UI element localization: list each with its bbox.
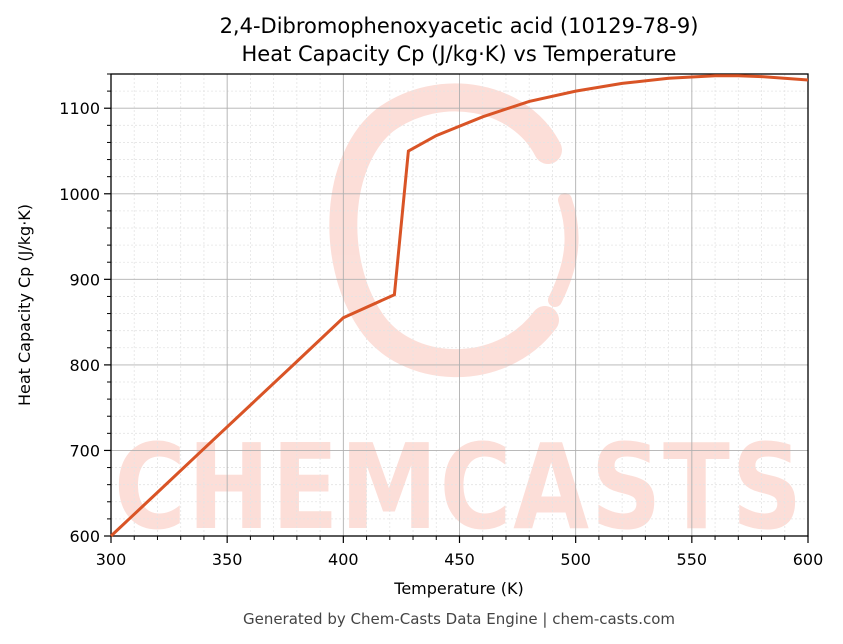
watermark-swirl: [329, 83, 579, 378]
chart-title-line1: 2,4-Dibromophenoxyacetic acid (10129-78-…: [220, 14, 699, 38]
x-tick-label: 350: [212, 550, 243, 569]
watermark-text: CHEMCASTS: [114, 418, 804, 556]
x-tick-label: 300: [96, 550, 127, 569]
series-line: [109, 74, 809, 538]
y-tick-label: 1000: [59, 185, 100, 204]
x-tick-label: 550: [677, 550, 708, 569]
x-tick-label: 500: [560, 550, 591, 569]
x-tick-labels: 300 350 400 450 500 550 600: [96, 550, 824, 569]
x-tick-label: 450: [444, 550, 475, 569]
x-axis-label: Temperature (K): [393, 579, 523, 598]
watermark: CHEMCASTS: [114, 83, 804, 556]
axis-ticks: [104, 73, 809, 543]
y-axis-label: Heat Capacity Cp (J/kg·K): [15, 204, 34, 406]
y-tick-label: 900: [69, 270, 100, 289]
y-tick-label: 600: [69, 527, 100, 546]
x-tick-label: 400: [328, 550, 359, 569]
y-tick-label: 700: [69, 441, 100, 460]
y-tick-labels: 600 700 800 900 1000 1100: [59, 99, 100, 546]
footer-text: Generated by Chem-Casts Data Engine | ch…: [243, 610, 675, 628]
x-tick-label: 600: [793, 550, 824, 569]
y-tick-label: 1100: [59, 99, 100, 118]
y-tick-label: 800: [69, 356, 100, 375]
chart-title-line2: Heat Capacity Cp (J/kg·K) vs Temperature: [242, 42, 677, 66]
